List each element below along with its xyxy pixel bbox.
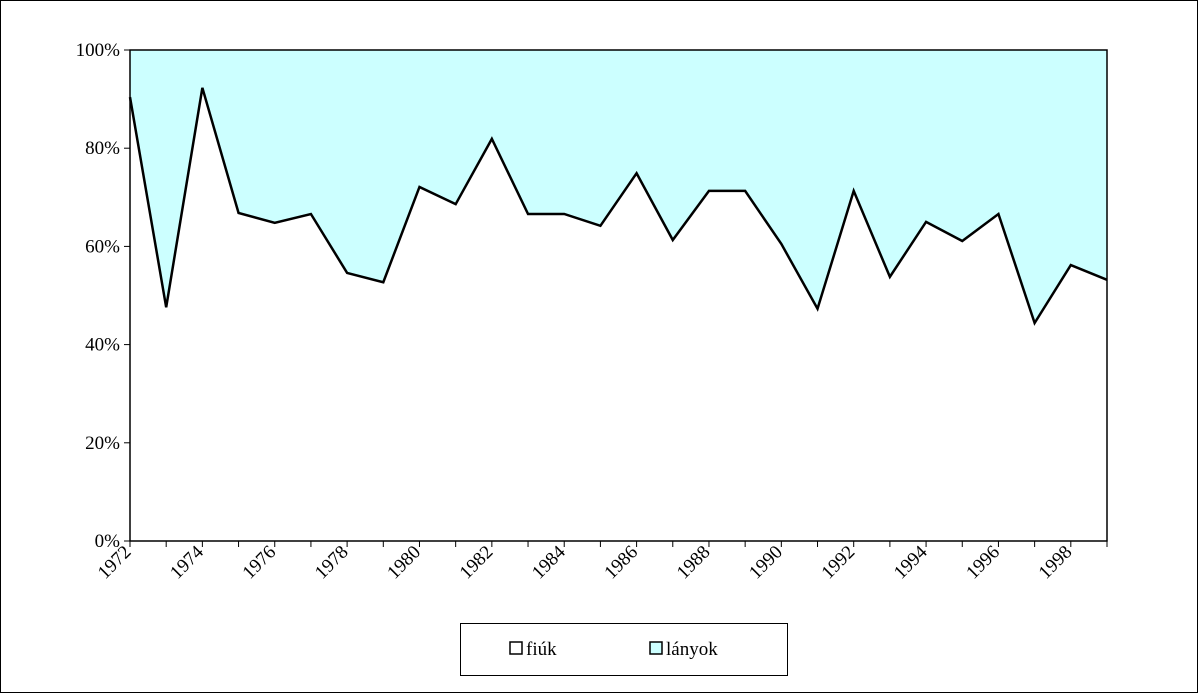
area	[130, 87, 1107, 541]
area	[130, 50, 1107, 323]
series-line	[128, 87, 1108, 326]
y-tick-label: 60%	[85, 236, 120, 257]
y-tick-label: 20%	[85, 433, 120, 454]
y-tick-label: 100%	[76, 40, 121, 61]
y-tick-label: 0%	[95, 531, 121, 552]
legend-swatch	[509, 641, 523, 655]
legend: fiúk lányok	[460, 623, 788, 676]
y-tick-label: 40%	[85, 335, 120, 356]
legend-swatch	[649, 641, 663, 655]
legend-label: fiúk	[526, 639, 557, 660]
plot-frame	[129, 49, 1108, 542]
legend-label: lányok	[666, 639, 718, 660]
y-tick-label: 80%	[85, 138, 120, 159]
